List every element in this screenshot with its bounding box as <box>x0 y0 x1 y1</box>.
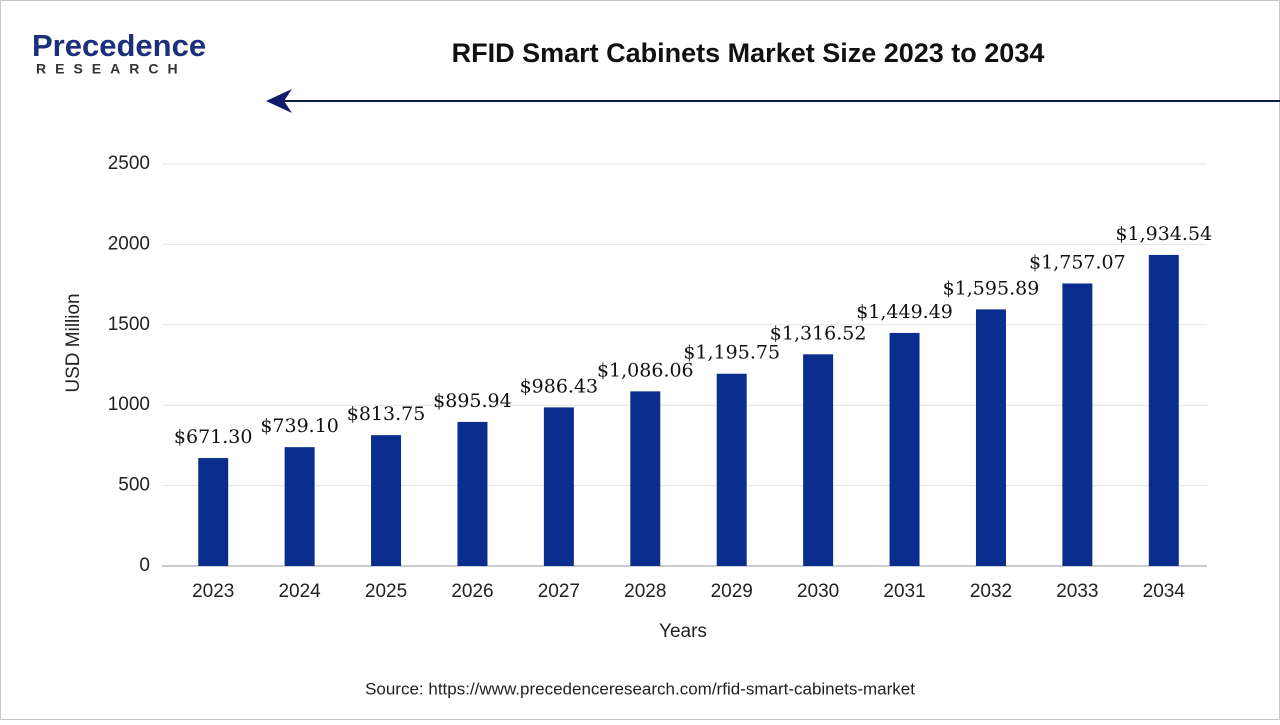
bar <box>543 407 574 566</box>
bar <box>716 373 747 566</box>
value-label: $671.30 <box>174 426 253 448</box>
value-label: $1,316.52 <box>770 322 867 344</box>
x-tick-label: 2030 <box>797 581 839 602</box>
bar <box>803 354 834 566</box>
value-label: $813.75 <box>347 403 426 425</box>
x-tick-label: 2029 <box>711 581 753 602</box>
y-tick-label: 0 <box>139 555 150 576</box>
y-tick-label: 1500 <box>108 314 150 335</box>
bar <box>1148 254 1179 566</box>
value-label: $1,934.54 <box>1115 223 1212 245</box>
x-tick-label: 2026 <box>451 581 493 602</box>
bar <box>371 435 402 566</box>
value-label: $1,449.49 <box>856 301 953 323</box>
x-axis-title: Years <box>659 621 707 642</box>
bar <box>630 391 661 566</box>
x-tick-label: 2028 <box>624 581 666 602</box>
logo-brand: Precedence <box>32 28 206 63</box>
x-tick-label: 2025 <box>365 581 407 602</box>
x-tick-label: 2034 <box>1143 581 1186 602</box>
value-label: $895.94 <box>433 390 512 412</box>
y-tick-label: 2000 <box>108 233 150 254</box>
y-axis-title: USD Million <box>63 293 84 392</box>
header-arrow <box>266 89 292 113</box>
value-label: $1,595.89 <box>943 277 1040 299</box>
x-tick-label: 2023 <box>192 581 234 602</box>
bar <box>457 421 488 566</box>
source: Source: https://www.precedenceresearch.c… <box>365 679 915 698</box>
value-label: $1,757.07 <box>1029 251 1126 273</box>
value-label: $1,195.75 <box>683 342 780 364</box>
chart-title: RFID Smart Cabinets Market Size 2023 to … <box>452 38 1045 68</box>
value-label: $739.10 <box>260 415 339 437</box>
x-tick-label: 2032 <box>970 581 1012 602</box>
x-tick-label: 2033 <box>1056 581 1098 602</box>
x-tick-label: 2031 <box>883 581 925 602</box>
bar <box>889 332 920 566</box>
bar <box>284 447 315 566</box>
y-tick-label: 2500 <box>108 153 150 174</box>
bar <box>198 458 229 566</box>
x-tick-label: 2027 <box>538 581 580 602</box>
value-label: $986.43 <box>520 375 599 397</box>
y-tick-label: 1000 <box>108 394 150 415</box>
bar <box>1062 283 1093 566</box>
logo-tagline: RESEARCH <box>36 61 187 77</box>
x-tick-label: 2024 <box>278 581 321 602</box>
value-label: $1,086.06 <box>597 359 694 381</box>
bar <box>975 309 1006 566</box>
y-tick-label: 500 <box>118 475 150 496</box>
